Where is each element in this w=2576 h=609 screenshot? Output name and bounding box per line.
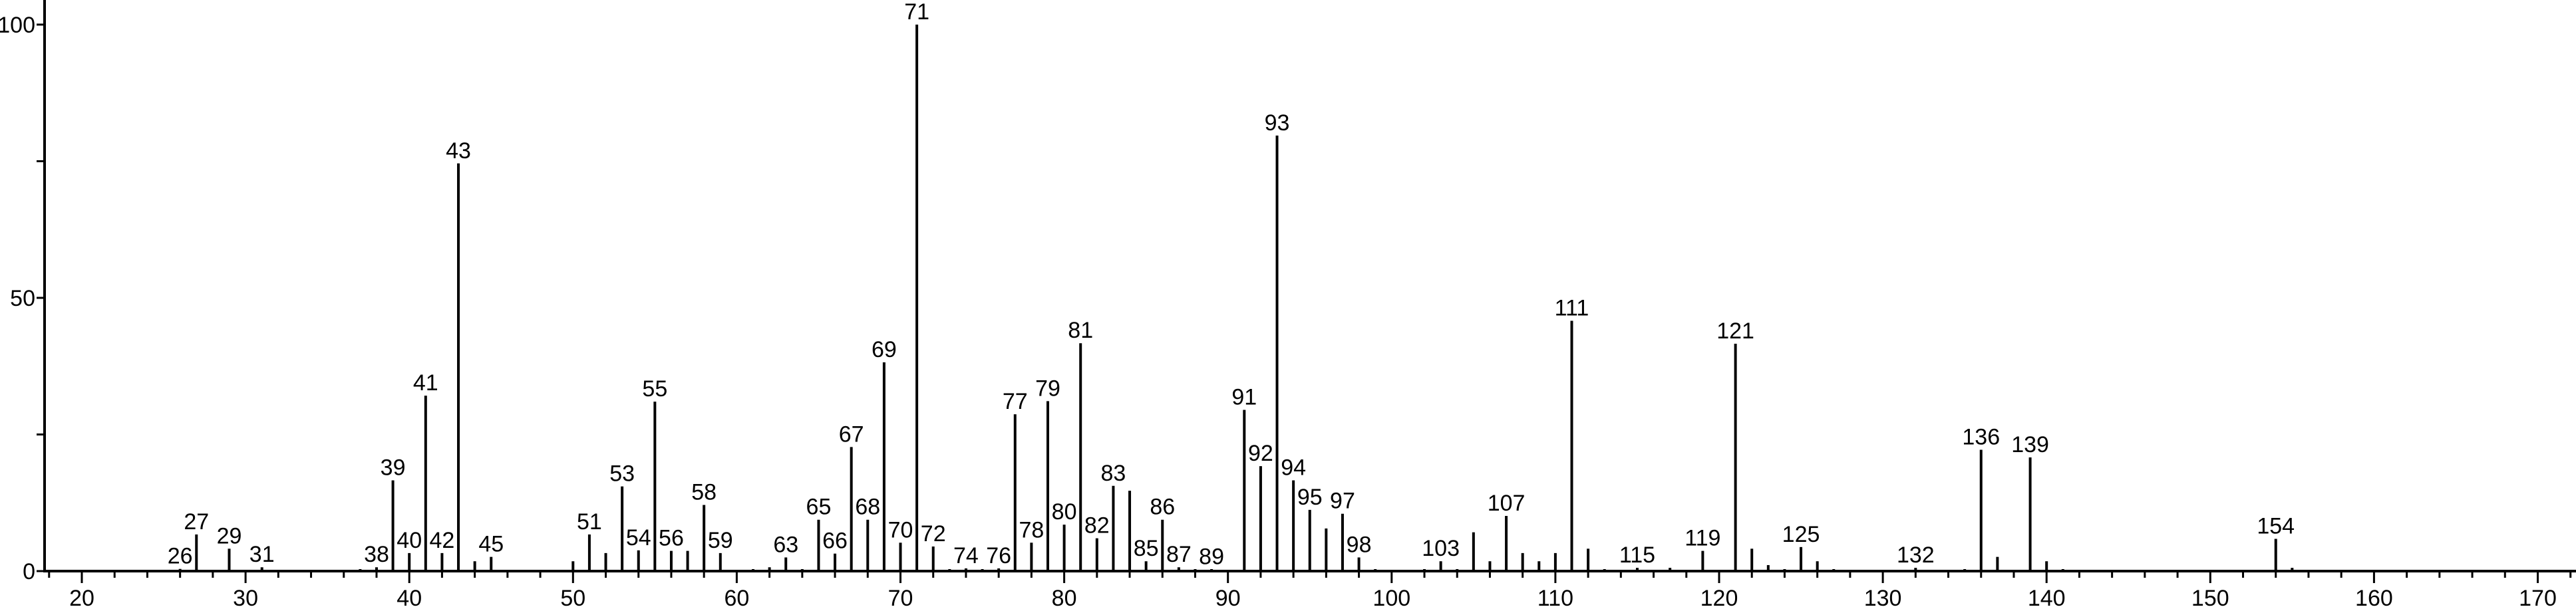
peak-label-26: 26 — [168, 544, 193, 569]
peak-label-42: 42 — [430, 528, 455, 553]
peak-label-27: 27 — [184, 509, 209, 535]
peak-label-63: 63 — [773, 532, 798, 557]
x-tick-label: 30 — [233, 586, 258, 609]
peak-label-53: 53 — [609, 461, 635, 487]
x-tick-label: 130 — [1864, 586, 1902, 609]
peak-label-51: 51 — [577, 509, 602, 535]
y-tick-label: 0 — [23, 559, 35, 584]
peak-label-81: 81 — [1068, 318, 1093, 343]
peak-label-67: 67 — [839, 422, 864, 447]
peak-label-154: 154 — [2257, 514, 2295, 539]
peak-label-65: 65 — [806, 495, 832, 520]
x-tick-label: 80 — [1052, 586, 1077, 609]
x-tick-label: 50 — [560, 586, 585, 609]
peak-label-86: 86 — [1150, 495, 1175, 520]
peaks — [178, 25, 2294, 571]
peak-label-72: 72 — [921, 521, 946, 547]
peak-labels: 26 27 29 31 38 39 40 41 42 43 45 51 53 54 55 56 58 59 63 65… — [168, 0, 2295, 570]
x-tick-label: 40 — [397, 586, 422, 609]
peak-label-103: 103 — [1422, 536, 1460, 561]
peak-label-71: 71 — [904, 0, 929, 25]
peak-label-77: 77 — [1003, 389, 1028, 414]
peak-label-78: 78 — [1019, 517, 1044, 543]
peak-label-94: 94 — [1281, 455, 1306, 481]
peak-label-121: 121 — [1716, 318, 1754, 344]
peak-label-82: 82 — [1084, 513, 1110, 539]
peak-label-83: 83 — [1101, 461, 1126, 486]
peak-label-107: 107 — [1488, 491, 1526, 516]
peak-label-115: 115 — [1619, 543, 1655, 568]
peak-label-97: 97 — [1330, 489, 1355, 514]
peak-label-98: 98 — [1347, 532, 1372, 557]
peak-label-59: 59 — [708, 528, 733, 553]
peak-label-56: 56 — [659, 526, 684, 551]
peak-label-91: 91 — [1231, 385, 1257, 410]
peak-label-79: 79 — [1035, 376, 1060, 401]
peak-label-41: 41 — [413, 370, 438, 396]
peak-label-139: 139 — [2011, 432, 2049, 457]
peak-label-54: 54 — [626, 525, 651, 550]
peak-label-74: 74 — [953, 543, 979, 568]
y-tick-label: 50 — [10, 286, 35, 311]
x-tick-label: 20 — [69, 586, 94, 609]
x-tick-label: 100 — [1372, 586, 1410, 609]
y-tick-label: 100 — [0, 13, 35, 38]
peak-label-125: 125 — [1782, 522, 1820, 547]
x-tick-label: 150 — [2191, 586, 2229, 609]
peak-label-87: 87 — [1166, 542, 1192, 567]
peak-label-45: 45 — [478, 532, 504, 557]
peak-label-76: 76 — [986, 543, 1011, 568]
peak-label-132: 132 — [1897, 543, 1935, 568]
x-tick-label: 110 — [1537, 586, 1573, 609]
peak-label-70: 70 — [888, 517, 913, 543]
peak-label-38: 38 — [364, 542, 389, 567]
x-tick-label: 70 — [888, 586, 913, 609]
peak-label-40: 40 — [397, 528, 422, 553]
peak-label-68: 68 — [855, 495, 880, 520]
peak-label-93: 93 — [1265, 110, 1290, 136]
peak-label-58: 58 — [691, 480, 717, 505]
peak-label-95: 95 — [1297, 485, 1323, 510]
x-tick-label: 90 — [1215, 586, 1241, 609]
x-tick-label: 170 — [2519, 586, 2557, 609]
x-tick-label: 140 — [2028, 586, 2066, 609]
x-tick-label: 160 — [2355, 586, 2393, 609]
peak-label-85: 85 — [1134, 536, 1159, 561]
peak-label-136: 136 — [1962, 425, 2000, 450]
peak-label-39: 39 — [381, 455, 406, 481]
peak-label-29: 29 — [217, 523, 242, 548]
peak-label-31: 31 — [249, 542, 275, 567]
peak-label-111: 111 — [1555, 296, 1589, 321]
x-tick-label: 60 — [724, 586, 749, 609]
peak-label-119: 119 — [1685, 526, 1720, 551]
peak-label-66: 66 — [822, 529, 848, 554]
peak-label-89: 89 — [1199, 545, 1224, 570]
peak-label-80: 80 — [1052, 499, 1077, 525]
peak-label-92: 92 — [1248, 441, 1273, 466]
peak-label-43: 43 — [446, 138, 471, 164]
x-tick-label: 120 — [1700, 586, 1738, 609]
peak-label-55: 55 — [642, 376, 667, 402]
peak-label-69: 69 — [872, 337, 897, 362]
